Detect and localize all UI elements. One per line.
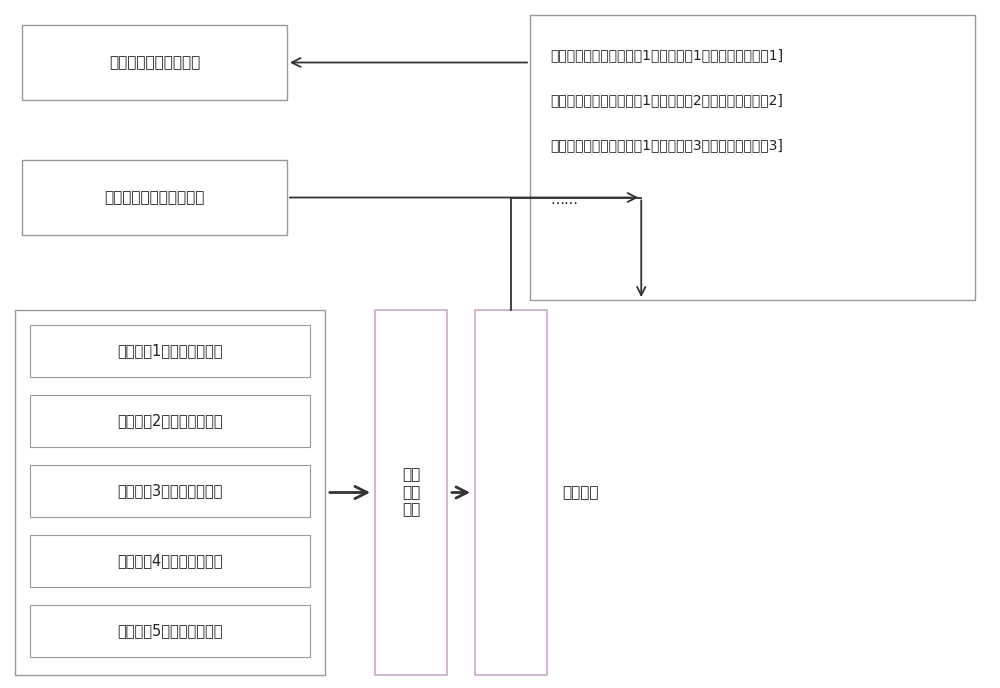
- Bar: [30, 535, 310, 587]
- Text: 资源装备资源配置信息: 资源装备资源配置信息: [109, 55, 200, 70]
- Text: ［（对象的个体标识信息1，组合类别2），资源配置信息2]: ［（对象的个体标识信息1，组合类别2），资源配置信息2]: [550, 93, 783, 107]
- Text: ……: ……: [550, 193, 578, 207]
- Bar: [22, 25, 287, 100]
- Text: 相关对象5的属性标识信息: 相关对象5的属性标识信息: [117, 623, 223, 638]
- Bar: [22, 160, 287, 235]
- Bar: [30, 325, 310, 377]
- Bar: [375, 310, 447, 675]
- Text: 目标对象的个体标识信息: 目标对象的个体标识信息: [104, 190, 205, 205]
- Text: ［（对象的个体标识信息1，组合类别1），资源配置信息1]: ［（对象的个体标识信息1，组合类别1），资源配置信息1]: [550, 48, 783, 62]
- Bar: [30, 465, 310, 517]
- Text: 相关对象3的属性标识信息: 相关对象3的属性标识信息: [117, 484, 223, 499]
- Text: ［（对象的个体标识信息1，组合类别3），资源配置信息3]: ［（对象的个体标识信息1，组合类别3），资源配置信息3]: [550, 138, 783, 152]
- Text: 相关对象2的属性标识信息: 相关对象2的属性标识信息: [117, 413, 223, 429]
- Text: 组合类别: 组合类别: [562, 485, 598, 500]
- Text: 相关对象1的属性标识信息: 相关对象1的属性标识信息: [117, 343, 223, 358]
- Bar: [15, 310, 325, 675]
- Bar: [530, 15, 975, 300]
- Text: 组合
标识
信息: 组合 标识 信息: [402, 468, 420, 517]
- Bar: [30, 395, 310, 447]
- Bar: [475, 310, 547, 675]
- Text: 相关对象4的属性标识信息: 相关对象4的属性标识信息: [117, 554, 223, 568]
- Bar: [30, 605, 310, 657]
